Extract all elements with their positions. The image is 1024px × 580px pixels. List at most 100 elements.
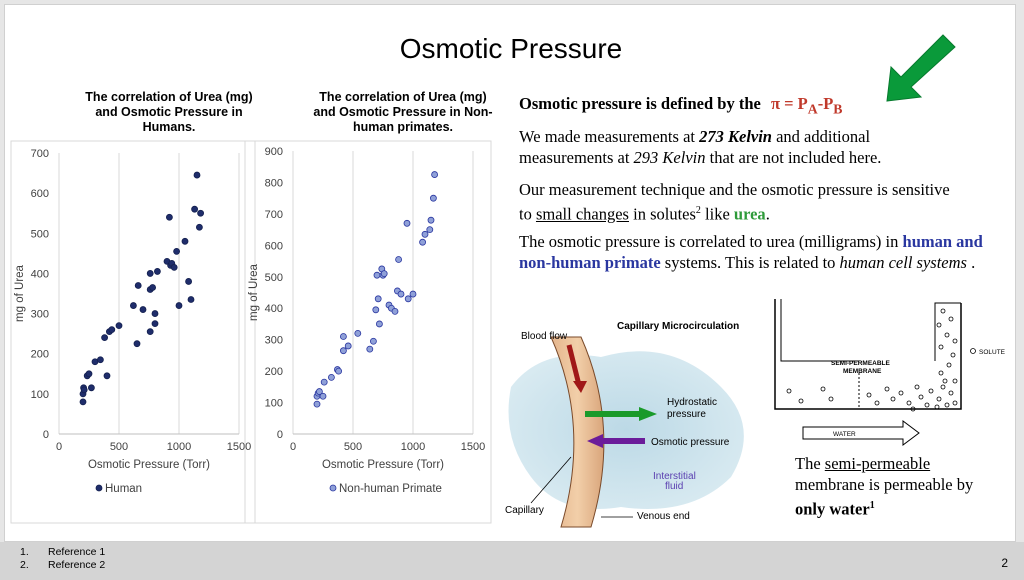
data-point [80,386,88,394]
data-point [375,320,383,328]
solute-particle [946,362,952,368]
correlation-paragraph: The osmotic pressure is correlated to ur… [519,231,989,273]
capillary-diagram: Blood flow Capillary Microcirculation Hy… [505,321,744,528]
slide-title: Osmotic Pressure [399,33,623,64]
y-tick-label: 600 [31,188,49,200]
data-point [129,302,137,309]
solute-particle [950,352,956,358]
p2-e: that are not included here. [705,148,882,167]
x-tick-label: 0 [290,441,296,453]
data-point [146,328,154,336]
data-point [108,326,116,334]
cap-c: membrane is permeable by [795,475,974,494]
data-point [97,356,104,364]
data-point [197,209,205,217]
data-point [195,223,203,231]
x-axis-label: Osmotic Pressure (Torr) [88,459,210,471]
blood-flow-label: Blood flow [521,331,568,342]
membrane-caption: The semi-permeable membrane is permeable… [795,453,995,520]
y-tick-label: 400 [31,268,49,280]
solute-particle [820,386,826,392]
solute-particle [798,398,804,404]
p3-urea: urea [733,204,766,224]
y-tick-label: 300 [31,309,49,321]
y-axis-label: mg of Urea [14,264,26,321]
y-tick-label: 400 [265,303,283,315]
definition-line: Osmotic pressure is defined by the π = P… [519,93,939,119]
data-point [88,384,95,392]
left-inner-wall [780,299,859,362]
data-point [153,268,161,275]
solute-particle [948,316,954,322]
solute-particle [934,404,940,410]
p4-a: The osmotic pressure is correlated to ur… [519,232,903,251]
data-point [421,230,429,238]
solute-particle [952,378,958,384]
data-point [79,398,87,406]
y-tick-label: 200 [265,366,283,378]
p4-b: human and non-human primate [519,232,983,272]
reference-2-num: 2. [20,559,29,571]
data-point [173,247,181,255]
formula-pi: π = P [770,94,808,113]
solute-particle [940,308,946,314]
data-point [319,392,327,400]
x-tick-label: 500 [344,441,362,453]
membrane-label-2: MEMBRANE [843,368,882,375]
legend-marker [329,484,337,492]
solute-particle [890,396,896,402]
p4-d: human cell systems [839,253,967,272]
data-point [193,171,201,179]
solute-legend-icon [970,348,976,354]
primate-scatter-chart: 0 500 1000 1500 0 100 200 300 400 500 600 700 800 900… [244,140,492,524]
solute-particle [944,402,950,408]
p4-e: . [966,253,976,272]
chart2-title: The correlation of Urea (mg) and Osmotic… [293,90,513,135]
interstitial-label-1: Interstitial [653,471,696,482]
data-point [320,378,328,386]
chart1-title-line1: The correlation of Urea (mg) [85,90,253,104]
data-point [313,400,321,408]
legend-label: Human [105,483,142,495]
solute-label: SOLUTE [979,349,1006,356]
x-axis-label: Osmotic Pressure (Torr) [322,459,444,471]
data-point [429,194,437,202]
solute-particle [786,388,792,394]
interstitial-fluid-shape [508,351,744,509]
solute-particle [866,392,872,398]
solute-particle [906,400,912,406]
blood-flow-arrowhead [573,381,587,393]
formula-sub-b: B [833,101,843,117]
data-point [397,290,405,298]
membrane-label-1: SEMI-PERMEABLE [831,360,891,367]
x-tick-label: 500 [110,441,128,453]
data-point [103,372,111,380]
hydrostatic-label-1: Hydrostatic [667,397,717,408]
y-tick-label: 200 [31,349,49,361]
data-point [427,216,435,224]
p3-sup: 2 [695,205,701,216]
solute-particle [952,400,958,406]
reference-1-label: Reference 1 [48,546,106,558]
x-tick-label: 0 [56,441,62,453]
data-point [395,256,403,263]
footer-notes: 1. Reference 1 2. Reference 2 2 [0,542,1024,580]
y-tick-label: 700 [31,148,49,160]
data-point [85,370,93,378]
y-tick-label: 600 [265,240,283,252]
membrane-container [774,299,962,410]
p4-c: systems. This is related to [660,253,840,272]
y-tick-label: 0 [43,429,49,441]
data-point [339,333,347,340]
chart-frame [10,140,256,524]
chart1-title-line2: and Osmotic Pressure in [95,105,243,119]
solute-particle [936,396,942,402]
solute-particle [898,390,904,396]
formula-sub-a: A [807,101,818,117]
data-point [426,226,434,234]
solute-particle [924,402,930,408]
water-label: WATER [833,431,856,438]
osmotic-label: Osmotic pressure [651,437,730,448]
reference-1-num: 1. [20,546,29,558]
solute-particle [928,388,934,394]
